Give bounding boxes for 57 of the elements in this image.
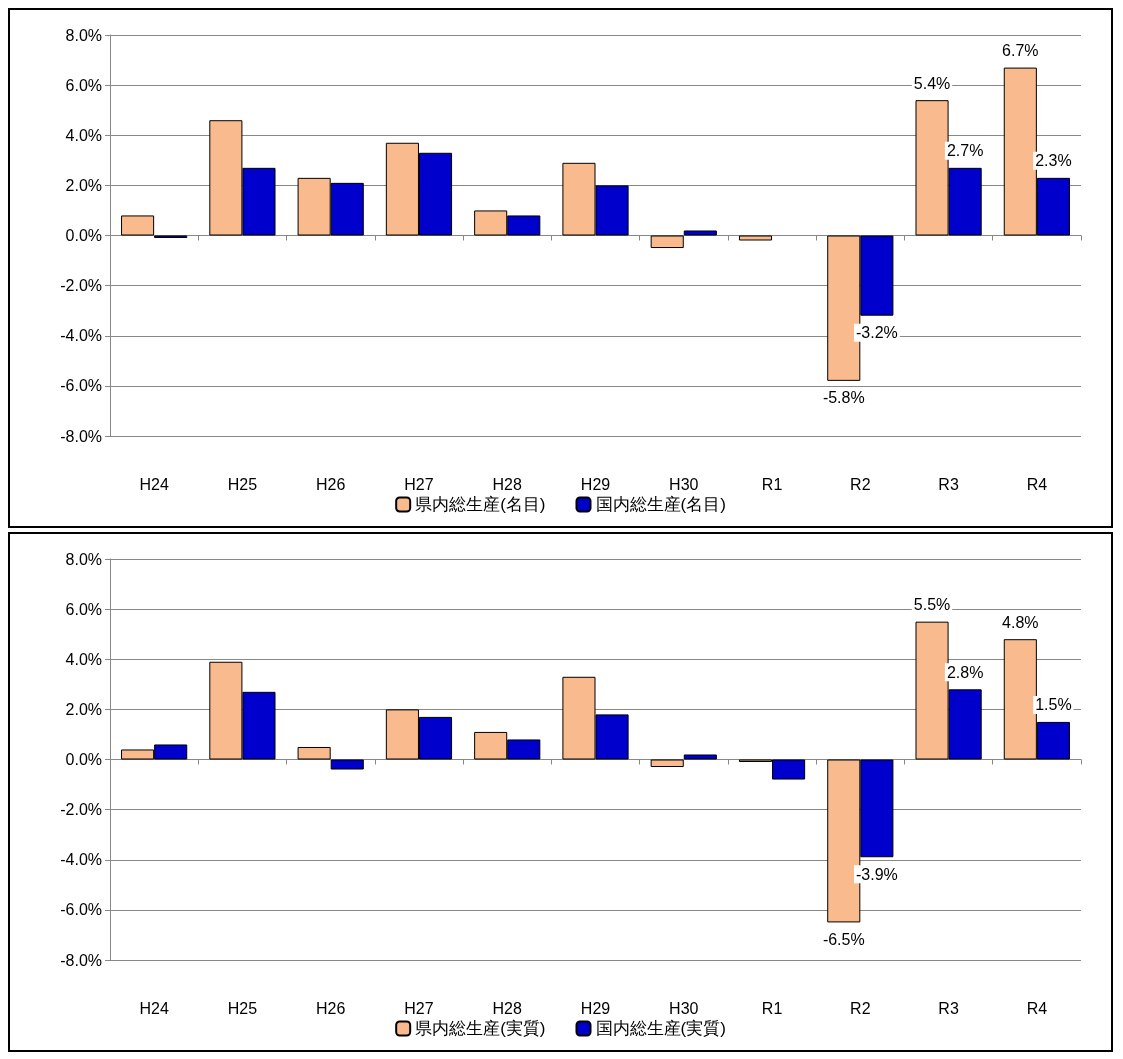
data-label: 1.5% (1035, 696, 1072, 714)
data-label: 5.4% (913, 74, 951, 92)
x-tick-label: H24 (139, 999, 169, 1017)
x-tick-label: H30 (669, 475, 699, 493)
y-tick-label: -2.0% (60, 801, 102, 819)
y-tick-label: 0.0% (65, 227, 102, 244)
x-tick-label: R1 (761, 999, 783, 1017)
x-tick-label: H27 (404, 999, 434, 1017)
y-tick-label: 4.0% (65, 126, 102, 144)
data-label: -3.2% (855, 324, 898, 342)
data-label: 6.7% (1002, 42, 1039, 60)
data-label: 5.5% (913, 596, 951, 614)
x-tick-label: R1 (761, 475, 783, 493)
legend-label: 県内総生産(名目) (415, 495, 546, 514)
x-tick-label: H28 (492, 475, 522, 493)
x-tick-label: R3 (938, 475, 959, 493)
y-tick-label: -2.0% (60, 277, 102, 295)
x-tick-label: H30 (669, 999, 699, 1017)
legend-label: 県内総生産(実質) (415, 1019, 546, 1038)
data-label: 2.7% (946, 142, 984, 160)
x-tick-label: R4 (1026, 999, 1048, 1017)
legend-label: 国内総生産(名目) (595, 495, 726, 514)
bar (738, 235, 773, 241)
x-tick-label: H24 (139, 475, 169, 493)
y-tick-label: -4.0% (60, 851, 102, 869)
data-label: -5.8% (822, 389, 865, 407)
data-label: -6.5% (822, 930, 865, 948)
x-tick-label: H25 (227, 999, 258, 1017)
x-tick-label: H26 (316, 475, 346, 493)
y-tick-label: -4.0% (60, 327, 102, 345)
x-tick-label: H28 (492, 999, 522, 1017)
y-tick-label: 2.0% (65, 700, 102, 718)
y-tick-label: 6.0% (65, 600, 102, 618)
y-tick-label: 2.0% (65, 176, 102, 194)
y-tick-label: 8.0% (65, 550, 102, 568)
y-tick-label: 8.0% (65, 26, 102, 44)
x-tick-label: R4 (1026, 475, 1048, 493)
x-tick-label: H27 (404, 475, 434, 493)
y-tick-label: -6.0% (60, 377, 102, 395)
y-tick-label: -8.0% (60, 951, 102, 969)
data-label: -3.9% (855, 865, 898, 883)
data-label: 4.8% (1002, 613, 1039, 631)
y-tick-label: 4.0% (65, 650, 102, 668)
x-tick-label: R2 (850, 475, 871, 493)
y-tick-label: 0.0% (65, 751, 102, 768)
y-tick-label: -8.0% (60, 427, 102, 445)
x-tick-label: H26 (316, 999, 346, 1017)
legend-label: 国内総生産(実質) (595, 1019, 726, 1038)
x-tick-label: H29 (580, 475, 611, 493)
x-tick-label: R2 (850, 999, 871, 1017)
y-tick-label: -6.0% (60, 901, 102, 919)
x-tick-label: H25 (227, 475, 258, 493)
y-tick-label: 6.0% (65, 76, 102, 94)
data-label: 2.8% (946, 663, 984, 681)
x-tick-label: H29 (580, 999, 611, 1017)
data-label: 2.3% (1035, 152, 1072, 170)
x-tick-label: R3 (938, 999, 959, 1017)
